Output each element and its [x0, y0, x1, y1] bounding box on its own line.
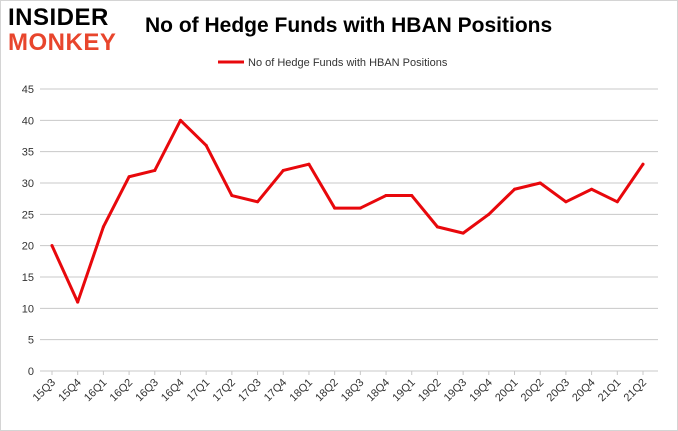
legend-label: No of Hedge Funds with HBAN Positions [248, 57, 448, 69]
x-tick-label: 18Q4 [365, 377, 393, 405]
data-point [101, 225, 105, 229]
y-tick-label: 20 [22, 241, 34, 253]
y-tick-label: 5 [28, 335, 34, 347]
x-tick-label: 19Q1 [390, 377, 418, 405]
data-point [76, 300, 80, 304]
logo-line-2: MONKEY [8, 29, 117, 56]
data-point [513, 187, 517, 191]
data-point [50, 244, 54, 248]
chart-title: No of Hedge Funds with HBAN Positions [145, 14, 553, 37]
y-tick-label: 0 [28, 366, 34, 378]
data-point [256, 200, 260, 204]
y-tick-label: 35 [22, 147, 34, 159]
x-tick-label: 20Q3 [545, 377, 573, 405]
x-tick-label: 15Q4 [56, 377, 84, 405]
x-tick-label: 18Q2 [313, 377, 341, 405]
x-tick-label: 19Q2 [416, 377, 444, 405]
x-tick-label: 19Q3 [442, 377, 470, 405]
x-tick-label: 16Q3 [133, 377, 161, 405]
x-tick-label: 16Q1 [82, 377, 110, 405]
x-tick-label: 21Q2 [622, 377, 650, 405]
x-tick-label: 18Q3 [339, 377, 367, 405]
data-point [410, 194, 414, 198]
x-tick-label: 20Q1 [493, 377, 521, 405]
data-point [153, 168, 157, 172]
data-point [127, 175, 131, 179]
y-tick-label: 10 [22, 303, 34, 315]
y-tick-label: 30 [22, 178, 34, 190]
x-tick-label: 21Q1 [596, 377, 624, 405]
x-tick-label: 17Q2 [210, 377, 238, 405]
data-point [204, 143, 208, 147]
y-tick-label: 15 [22, 272, 34, 284]
data-point [641, 162, 645, 166]
data-point [615, 200, 619, 204]
y-tick-label: 25 [22, 209, 34, 221]
x-tick-label: 20Q4 [570, 377, 598, 405]
x-tick-label: 17Q4 [262, 377, 290, 405]
series-line [50, 118, 645, 304]
data-point [230, 194, 234, 198]
data-point [281, 168, 285, 172]
x-tick-label: 17Q1 [185, 377, 213, 405]
data-point [384, 194, 388, 198]
x-tick-label: 15Q3 [31, 377, 59, 405]
logo-line-1: INSIDER [8, 4, 109, 31]
data-point [178, 118, 182, 122]
x-tick-label: 17Q3 [236, 377, 264, 405]
data-point [435, 225, 439, 229]
data-point [538, 181, 542, 185]
insider-monkey-logo: INSIDER MONKEY [8, 6, 116, 55]
x-tick-label: 18Q1 [288, 377, 316, 405]
data-point [461, 231, 465, 235]
y-tick-label: 45 [22, 84, 34, 96]
data-point [333, 206, 337, 210]
x-tick-label: 16Q2 [108, 377, 136, 405]
x-tick-label: 19Q4 [467, 377, 495, 405]
data-point [564, 200, 568, 204]
x-tick-label: 20Q2 [519, 377, 547, 405]
data-point [358, 206, 362, 210]
x-tick-label: 16Q4 [159, 377, 187, 405]
data-point [307, 162, 311, 166]
y-tick-label: 40 [22, 115, 34, 127]
data-point [487, 212, 491, 216]
data-point [590, 187, 594, 191]
